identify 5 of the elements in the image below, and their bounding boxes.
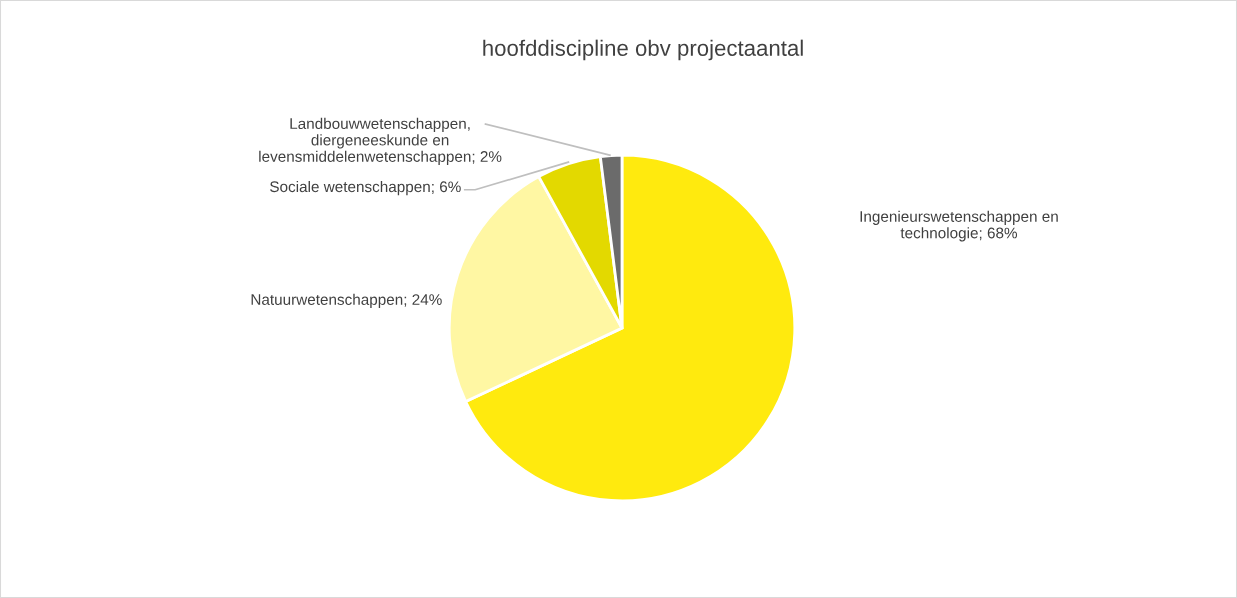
slice-label: Sociale wetenschappen; 6% xyxy=(270,180,461,196)
slice-label: Natuurwetenschappen; 24% xyxy=(251,293,442,308)
slice-label: Ingenieurswetenschappen en technologie; 68% xyxy=(860,210,1058,242)
chart-title: hoofddiscipline obv projectaantal xyxy=(483,39,803,61)
slice-label: Landbouwwetenschappen, diergeneeskunde en levensmiddelenwetenschappen; 2% xyxy=(259,117,502,165)
